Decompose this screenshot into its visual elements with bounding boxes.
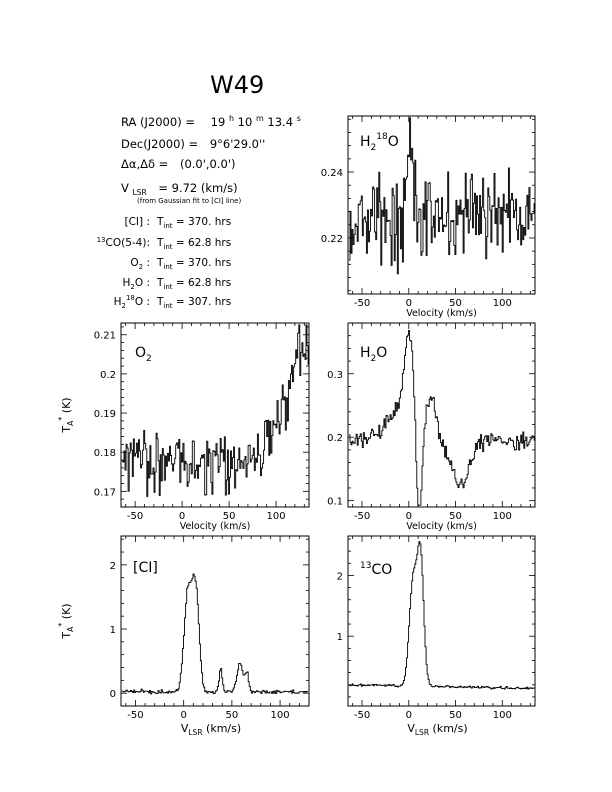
x-axis-label: Velocity (km/s) <box>406 521 477 532</box>
tint-time-1: Tint = 62.8 hrs <box>156 237 231 251</box>
x-tick-label: 100 <box>493 710 512 721</box>
plot-frame <box>347 115 536 295</box>
y-tick-label: 1 <box>337 632 343 643</box>
x-tick-label: -50 <box>354 511 370 522</box>
dec-line: Dec(J2000) = 9°6'29.0'' <box>121 137 265 151</box>
y-axis-label-middle: TA* (K) <box>57 397 75 433</box>
x-axis-label: VLSR (km/s) <box>407 722 467 737</box>
x-tick-label: 50 <box>449 511 462 522</box>
y-tick-label: 1 <box>110 625 116 636</box>
species-label: O2 <box>135 345 152 364</box>
tint-time-3: Tint = 62.8 hrs <box>156 277 231 291</box>
x-tick-label: 50 <box>226 710 239 721</box>
x-tick-label: 100 <box>267 511 286 522</box>
x-tick-label: -50 <box>127 511 143 522</box>
y-tick-label: 0.3 <box>327 370 343 381</box>
ra-hours: 19 <box>211 115 226 129</box>
x-tick-label: 100 <box>493 298 512 309</box>
x-axis-label: Velocity (km/s) <box>406 308 477 319</box>
x-tick-label: 100 <box>271 710 290 721</box>
ra-seconds: 13.4 <box>267 115 293 129</box>
plot-frame <box>347 322 536 508</box>
spectrum-h2-18o <box>348 117 535 275</box>
y-tick-label: 0.21 <box>94 331 116 342</box>
tint-time-2: Tint = 370. hrs <box>156 257 231 271</box>
y-tick-label: 0.24 <box>321 168 343 179</box>
vlsr-note: (from Gaussian fit to [CI] line) <box>137 197 241 205</box>
species-label: H218O <box>360 132 399 153</box>
x-tick-label: -50 <box>127 710 143 721</box>
species-label: [CI] <box>133 560 158 576</box>
x-tick-label: 0 <box>180 710 186 721</box>
tint-species-4: H218O : <box>114 294 150 310</box>
vlsr-value: = 9.72 (km/s) <box>158 181 237 195</box>
panel-ci: -50 0 50 100 0 1 2 [CI] VLSR (km/s) <box>110 535 310 737</box>
ra-minutes: 10 <box>238 115 253 129</box>
vlsr-sub: LSR <box>133 188 147 197</box>
offset-value: (0.0',0.0') <box>180 157 236 171</box>
x-tick-label: 0 <box>406 511 412 522</box>
tint-species-3: H2O : <box>122 277 150 291</box>
x-tick-label: -50 <box>354 298 370 309</box>
plot-frame <box>347 535 536 707</box>
tint-species-0: [CI] : <box>125 216 151 228</box>
x-tick-label: 0 <box>406 298 412 309</box>
x-tick-label: -50 <box>354 710 370 721</box>
plot-frame <box>120 322 310 508</box>
x-axis-label: VLSR (km/s) <box>181 722 241 737</box>
species-label: H2O <box>360 345 387 364</box>
ra-h-unit: h <box>229 114 234 123</box>
spectrum-ci <box>122 573 309 695</box>
y-axis-label-bottom: TA* (K) <box>57 603 75 639</box>
y-tick-label: 0.2 <box>327 433 343 444</box>
dec-label: Dec(J2000) = <box>121 137 198 151</box>
spectrum-o2 <box>121 324 309 497</box>
info-block: RA (J2000) = 19 h 10 m 13.4 s Dec(J2000)… <box>121 110 301 205</box>
spectrum-h2o <box>348 329 535 506</box>
x-tick-label: 0 <box>406 710 412 721</box>
x-tick-label: 100 <box>493 511 512 522</box>
y-tick-label: 0.19 <box>94 409 116 420</box>
ra-line: RA (J2000) = 19 h 10 m 13.4 s <box>121 110 301 129</box>
vlsr-line: V LSR = 9.72 (km/s) <box>121 181 238 198</box>
figure-title: W49 <box>210 71 264 99</box>
y-tick-label: 2 <box>337 571 343 582</box>
species-label: 13CO <box>360 561 392 578</box>
ra-m-unit: m <box>256 114 264 123</box>
spectrum-13co <box>348 541 535 690</box>
y-tick-label: 0 <box>110 689 116 700</box>
y-tick-label: 0.22 <box>321 234 343 245</box>
y-tick-label: 0.18 <box>94 448 116 459</box>
tint-time-4: Tint = 307. hrs <box>156 296 231 310</box>
y-tick-label: 2 <box>110 561 116 572</box>
panel-13co: -50 0 50 100 1 2 13CO VLSR (km/s) <box>337 535 536 737</box>
panel-h2o: -50 0 50 100 0.1 0.2 0.3 H2O Velocity (km/s) <box>327 322 536 532</box>
vlsr-label: V <box>121 181 129 195</box>
plot-frame <box>120 535 310 707</box>
y-tick-label: 0.1 <box>327 497 343 508</box>
x-axis-label: Velocity (km/s) <box>180 521 251 532</box>
y-tick-label: 0.2 <box>100 370 116 381</box>
x-tick-label: 50 <box>449 710 462 721</box>
offset-line: Δα,Δδ = (0.0',0.0') <box>121 157 236 171</box>
panel-o2: -50 0 50 100 0.17 0.18 0.19 0.2 0.21 O2 Velocity (… <box>94 322 310 532</box>
offset-label: Δα,Δδ = <box>121 157 168 171</box>
x-tick-label: 0 <box>179 511 185 522</box>
ra-label: RA (J2000) = <box>121 115 195 129</box>
panel-h2-18o: -50 0 50 100 0.22 0.24 H218O Velocity (km/s) <box>321 115 536 319</box>
x-tick-label: 50 <box>223 511 236 522</box>
x-tick-label: 50 <box>449 298 462 309</box>
integration-times: [CI] : Tint = 370. hrs 13CO(5-4): Tint = 62… <box>97 216 232 310</box>
tint-species-2: O2 : <box>130 257 150 271</box>
y-tick-label: 0.17 <box>94 487 116 498</box>
tint-time-0: Tint = 370. hrs <box>156 216 231 230</box>
ra-s-unit: s <box>297 114 301 123</box>
dec-value: 9°6'29.0'' <box>210 137 265 151</box>
tint-species-1: 13CO(5-4): <box>97 236 150 249</box>
